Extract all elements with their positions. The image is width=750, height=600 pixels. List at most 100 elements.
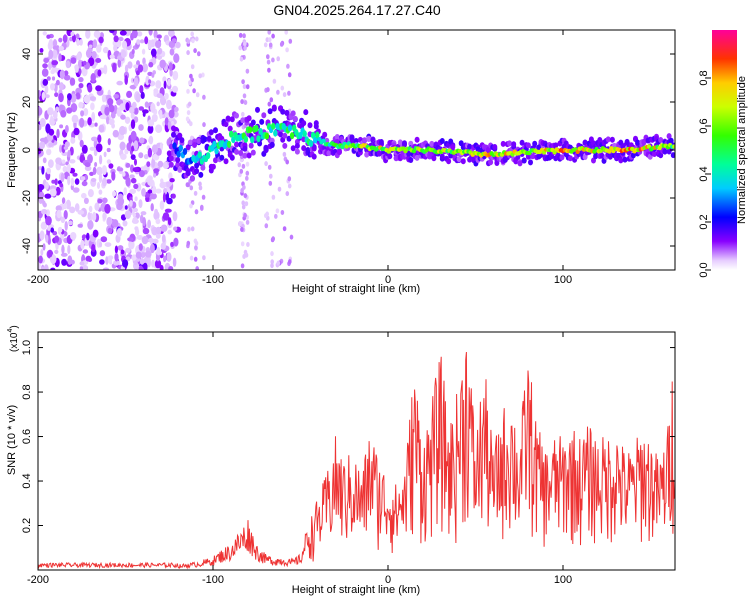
spectrogram-cell xyxy=(41,91,46,101)
spectrogram-cell xyxy=(148,30,153,36)
spectrogram-cell xyxy=(121,171,126,177)
spectrogram-cell xyxy=(78,77,84,83)
spectrogram-cell xyxy=(97,198,103,204)
spectrogram-cell xyxy=(140,91,145,99)
spectrogram-cell xyxy=(156,93,163,99)
spectrogram-cell xyxy=(205,152,211,160)
spectrogram-cell xyxy=(166,99,172,110)
spectrogram-y-label: Frequency (Hz) xyxy=(6,112,18,188)
spectrogram-cell xyxy=(245,84,250,90)
spectrogram-cell xyxy=(175,41,181,49)
spectrogram-cell xyxy=(185,116,190,122)
spectrogram-cell xyxy=(387,153,393,160)
spectrogram-cell xyxy=(120,114,126,120)
snr-y-tick-label: 0.6 xyxy=(21,429,33,444)
spectrogram-cell xyxy=(532,140,538,147)
spectrogram-cell xyxy=(193,190,198,196)
spectrogram-cell xyxy=(263,144,269,151)
spectrogram-cell xyxy=(168,172,173,180)
spectrogram-cell xyxy=(284,109,290,116)
spectrogram-cell xyxy=(197,51,201,57)
spectrogram-cell xyxy=(161,234,166,243)
spectrogram-cell xyxy=(105,256,109,265)
spectrogram-cell xyxy=(40,249,44,256)
spectrogram-cell xyxy=(67,244,71,255)
spectrogram-cell xyxy=(334,134,340,140)
spectrogram-cell xyxy=(336,149,342,156)
spectrogram-cell xyxy=(80,110,85,117)
spectrogram-cell xyxy=(118,36,124,42)
spectrogram-cell xyxy=(153,88,159,93)
spectrogram-cell xyxy=(575,149,580,154)
spectrogram-cell xyxy=(189,175,195,182)
spectrogram-cell xyxy=(62,165,68,173)
spectrogram-cell xyxy=(450,144,456,150)
spectrogram-cell xyxy=(129,174,135,179)
spectrogram-cell xyxy=(271,104,277,111)
spectrogram-cell xyxy=(294,142,300,149)
spectrogram-cell xyxy=(126,90,133,98)
spectrogram-cell xyxy=(50,83,55,91)
spectrogram-cell xyxy=(308,140,314,147)
spectrogram-cell xyxy=(186,240,191,246)
spectrogram-cell xyxy=(133,64,139,69)
spectrogram-cell xyxy=(122,259,129,268)
spectrogram-cell xyxy=(67,149,71,158)
spectrogram-cell xyxy=(79,266,84,270)
spectrogram-cell xyxy=(92,229,99,238)
spectrogram-cell xyxy=(287,72,292,78)
spectrogram-cell xyxy=(154,259,162,269)
spectrogram-cell xyxy=(50,227,55,233)
spectrogram-cell xyxy=(267,108,273,115)
spectrogram-cell xyxy=(78,68,82,75)
spectrogram-cell xyxy=(245,175,249,181)
spectrogram-cell xyxy=(190,226,195,232)
spectrogram-cell xyxy=(147,124,154,134)
spectrogram-cell xyxy=(69,146,74,156)
spectrogram-cell xyxy=(132,217,138,224)
spectrogram-cell xyxy=(41,165,45,175)
spectrogram-cell xyxy=(243,100,248,105)
spectrogram-cell xyxy=(155,124,163,133)
spectrogram-cell xyxy=(264,161,268,167)
spectrogram-cell xyxy=(195,92,200,98)
spectrogram-cell xyxy=(271,236,276,242)
spectrogram-cell xyxy=(60,110,67,118)
spectrogram-cell xyxy=(250,149,256,156)
spectrogram-cell xyxy=(130,77,135,84)
colorbar-gradient xyxy=(712,30,737,270)
spectrogram-cell xyxy=(156,101,160,107)
spectrogram-cell xyxy=(69,36,73,42)
spectrogram-cell xyxy=(89,171,94,176)
spectrogram-cell xyxy=(99,259,105,265)
spectrogram-cell xyxy=(246,242,250,247)
spectrogram-cell xyxy=(162,192,166,203)
spectrogram-cell xyxy=(658,152,664,159)
spectrogram-cell xyxy=(142,57,146,65)
spectrogram-cell xyxy=(119,30,127,36)
spectrogram-cell xyxy=(59,144,63,153)
spectrogram-cell xyxy=(148,79,152,84)
snr-axes: -200 -100 0 100 0.2 0.4 0.6 0.8 1.0 xyxy=(21,332,675,586)
spectrogram-cell xyxy=(70,57,77,64)
spectrogram-cell xyxy=(128,239,135,250)
spectrogram-cell xyxy=(289,234,294,240)
spectrogram-cell xyxy=(223,121,229,128)
spectrogram-cell xyxy=(129,200,133,207)
spectrogram-cell xyxy=(267,37,272,43)
spectrogram-cell xyxy=(65,60,71,69)
spectrogram-cell xyxy=(98,173,103,184)
spectrogram-x-tick-label: 0 xyxy=(385,274,391,286)
snr-y-label: SNR (10 * v/v) xyxy=(6,405,18,475)
spectrogram-cell xyxy=(202,136,208,143)
spectrogram-cell xyxy=(287,90,291,96)
spectrogram-cell xyxy=(275,208,280,214)
spectrogram-cell xyxy=(48,159,54,169)
spectrogram-cell xyxy=(68,220,73,226)
spectrogram-cell xyxy=(229,116,235,123)
spectrogram-cell xyxy=(276,260,281,266)
spectrogram-cell xyxy=(131,30,138,39)
spectrogram-cell xyxy=(200,164,206,171)
spectrogram-cell xyxy=(134,196,138,202)
